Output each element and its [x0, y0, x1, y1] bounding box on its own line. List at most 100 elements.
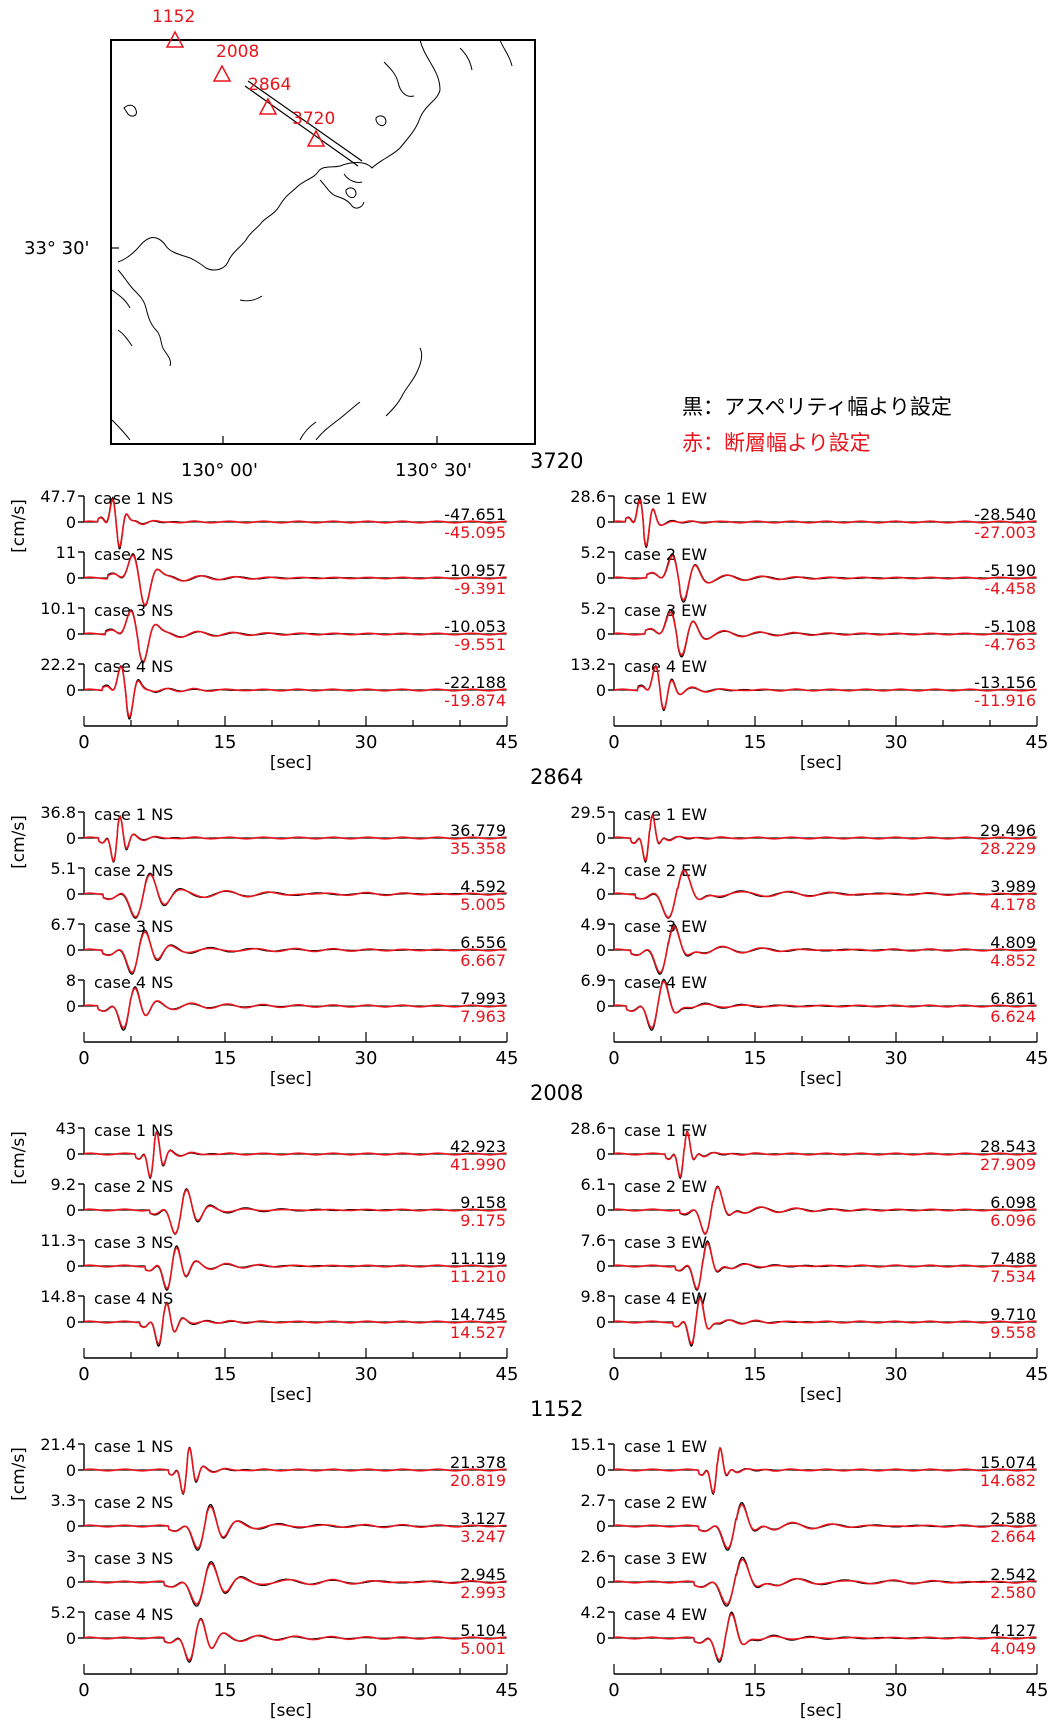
trace-red	[83, 987, 507, 1029]
peak-red: 28.229	[980, 839, 1036, 858]
x-tick-label: 45	[496, 1680, 519, 1701]
peak-black: 42.923	[450, 1137, 506, 1156]
peak-red: 6.667	[460, 951, 506, 970]
trace-red	[613, 925, 1037, 974]
trace-red	[83, 665, 507, 718]
y-tick-label-zero: 0	[596, 1201, 606, 1220]
peak-black: 6.556	[460, 933, 506, 952]
trace-black	[84, 1560, 507, 1607]
case-label: case 3 EW	[624, 1233, 707, 1252]
station-markers: 1152 2008 2864 3720	[152, 7, 335, 147]
peak-red: 6.624	[990, 1007, 1036, 1026]
peak-red: 2.993	[460, 1583, 506, 1602]
peak-black: 3.989	[990, 877, 1036, 896]
peak-red: -19.874	[444, 691, 506, 710]
y-tick-label-max: 3	[66, 1547, 76, 1566]
y-axis-label: [cm/s]	[9, 1447, 29, 1501]
x-axis-label: [sec]	[800, 753, 842, 773]
y-tick-label-zero: 0	[66, 1461, 76, 1480]
y-tick-label-zero: 0	[66, 681, 76, 700]
peak-black: -13.156	[974, 673, 1036, 692]
peak-red: -4.458	[984, 579, 1036, 598]
y-tick-label-zero: 0	[596, 1145, 606, 1164]
x-tick-label: 45	[1026, 1364, 1048, 1385]
x-tick-label: 0	[78, 1680, 89, 1701]
x-tick-label: 30	[355, 1680, 378, 1701]
y-tick-label-zero: 0	[66, 1257, 76, 1276]
y-tick-label-max: 5.2	[51, 1603, 76, 1622]
x-tick-label: 15	[744, 732, 767, 753]
case-label: case 4 NS	[94, 657, 173, 676]
y-tick-label-max: 29.5	[570, 803, 606, 822]
case-label: case 2 NS	[94, 1493, 173, 1512]
y-axis-label: [cm/s]	[9, 1131, 29, 1185]
x-tick-label: 45	[496, 1364, 519, 1385]
peak-black: 3.127	[460, 1509, 506, 1528]
peak-black: 6.098	[990, 1193, 1036, 1212]
y-tick-label-zero: 0	[66, 1145, 76, 1164]
station-3720-icon	[306, 129, 326, 147]
y-tick-label-max: 7.6	[581, 1231, 606, 1250]
case-label: case 1 NS	[94, 1121, 173, 1140]
peak-red: -9.391	[454, 579, 506, 598]
trace-red	[83, 1302, 507, 1345]
peak-black: -10.957	[444, 561, 506, 580]
case-label: case 2 EW	[624, 1177, 707, 1196]
x-tick-label: 15	[744, 1364, 767, 1385]
x-tick-label: 0	[78, 1048, 89, 1069]
case-label: case 1 NS	[94, 805, 173, 824]
station-2864-label: 2864	[248, 75, 291, 95]
x-tick-label: 30	[885, 1048, 908, 1069]
case-label: case 1 NS	[94, 1437, 173, 1456]
map-lat-label: 33° 30'	[24, 238, 89, 259]
y-tick-label-zero: 0	[66, 569, 76, 588]
y-tick-label-max: 2.6	[581, 1547, 606, 1566]
station-title: 3720	[530, 449, 583, 473]
station-title: 2864	[530, 765, 583, 789]
y-tick-label-max: 28.6	[570, 1119, 606, 1138]
x-axis-label: [sec]	[270, 1385, 312, 1405]
peak-black: 5.104	[460, 1621, 506, 1640]
coastline	[111, 39, 513, 441]
x-tick-label: 30	[885, 1680, 908, 1701]
trace-red	[613, 1613, 1037, 1661]
peak-black: 28.543	[980, 1137, 1036, 1156]
x-tick-label: 0	[608, 732, 619, 753]
y-tick-label-max: 28.6	[570, 487, 606, 506]
peak-red: -11.916	[974, 691, 1036, 710]
x-axis-label: [sec]	[800, 1385, 842, 1405]
y-tick-label-max: 21.4	[40, 1435, 76, 1454]
y-tick-label-zero: 0	[66, 997, 76, 1016]
y-tick-label-max: 2.7	[581, 1491, 606, 1510]
case-label: case 3 NS	[94, 1549, 173, 1568]
x-tick-label: 45	[1026, 1048, 1048, 1069]
x-axis-label: [sec]	[270, 1069, 312, 1089]
peak-black: -28.540	[974, 505, 1036, 524]
case-label: case 1 EW	[624, 805, 707, 824]
peak-red: -4.763	[984, 635, 1036, 654]
y-tick-label-max: 9.8	[581, 1287, 606, 1306]
y-tick-label-zero: 0	[596, 625, 606, 644]
x-tick-label: 15	[744, 1048, 767, 1069]
case-label: case 1 EW	[624, 1437, 707, 1456]
y-tick-label-max: 47.7	[40, 487, 76, 506]
peak-black: -47.651	[444, 505, 506, 524]
peak-red: 5.005	[460, 895, 506, 914]
station-1152-label: 1152	[152, 7, 195, 27]
map-panel: 1152 2008 2864 3720 33° 30' 130° 00' 130…	[24, 7, 536, 481]
peak-black: 15.074	[980, 1453, 1036, 1472]
y-tick-label-max: 8	[66, 971, 76, 990]
peak-red: 11.210	[450, 1267, 506, 1286]
peak-red: -45.095	[444, 523, 506, 542]
station-2864-icon	[258, 97, 278, 115]
case-label: case 2 EW	[624, 1493, 707, 1512]
peak-black: 9.158	[460, 1193, 506, 1212]
x-tick-label: 0	[608, 1364, 619, 1385]
peak-black: 29.496	[980, 821, 1036, 840]
y-tick-label-max: 13.2	[570, 655, 606, 674]
x-axis-label: [sec]	[800, 1701, 842, 1721]
